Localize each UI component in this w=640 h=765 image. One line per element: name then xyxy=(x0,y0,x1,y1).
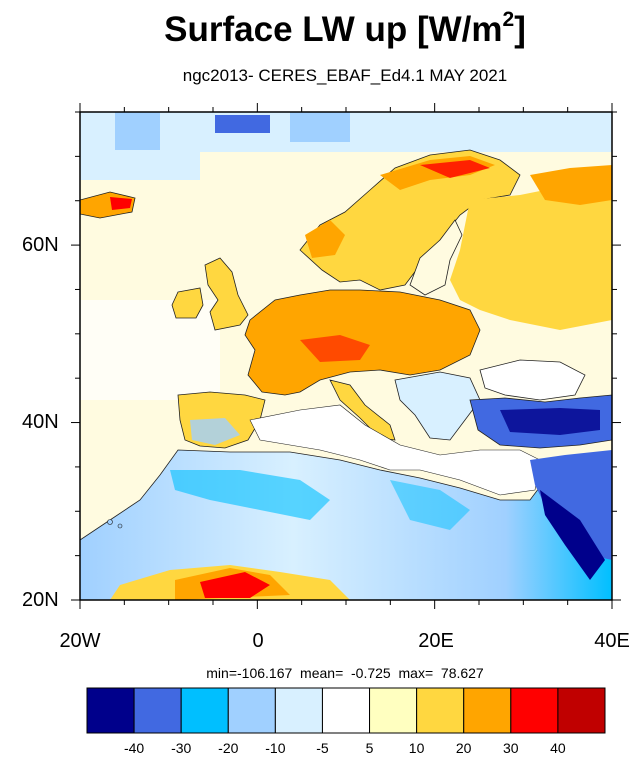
colorbar-label: 40 xyxy=(550,740,566,756)
title-close: ] xyxy=(514,10,526,49)
libya-cold xyxy=(390,480,470,530)
middle-east-cold xyxy=(530,450,612,560)
lat-label-40n: 40N xyxy=(22,411,59,433)
colorbar-box xyxy=(416,687,465,734)
colorbar-box xyxy=(133,687,182,734)
colorbar-label: -30 xyxy=(171,740,192,756)
lon-label-20w: 20W xyxy=(59,630,101,652)
colorbar-label: 5 xyxy=(365,740,374,756)
great-britain xyxy=(204,257,249,331)
colorbar-box xyxy=(227,687,276,734)
colorbar-boxes xyxy=(86,687,606,734)
lon-label-0: 0 xyxy=(252,630,264,652)
colorbar-label: -10 xyxy=(265,740,286,756)
black-sea xyxy=(479,359,586,401)
colorbar-box xyxy=(180,687,229,734)
canary-islands xyxy=(107,519,113,525)
anatolia-cold xyxy=(500,408,600,435)
scandinavia-hot xyxy=(420,160,490,178)
kola-warm xyxy=(530,165,612,205)
alps-warm xyxy=(300,335,370,362)
colorbar-label: 20 xyxy=(455,740,472,756)
colorbar-box xyxy=(557,687,606,734)
iberia-south-cold xyxy=(190,418,240,445)
map-field xyxy=(80,112,612,600)
colorbar-label: -5 xyxy=(316,740,329,756)
field-arctic-cold xyxy=(115,112,160,150)
atlas-cold xyxy=(170,470,330,520)
lon-label-20e: 20E xyxy=(418,630,454,652)
lat-label-60n: 60N xyxy=(22,234,59,256)
field-arctic-cold2 xyxy=(290,112,350,142)
colorbar-label: -40 xyxy=(123,740,145,756)
ireland xyxy=(171,287,204,319)
colorbar-box xyxy=(463,687,512,734)
colorbar-box xyxy=(86,687,135,734)
baltic-sea xyxy=(409,219,463,296)
colorbar-box xyxy=(274,687,323,734)
lat-label-20n: 20N xyxy=(22,589,59,611)
iceland-warm xyxy=(110,197,132,210)
red-sea-coldest xyxy=(540,490,605,580)
italy xyxy=(329,379,396,441)
title-text: Surface LW up [W/m xyxy=(164,10,503,49)
stats-line: min=-106.167 mean= -0.725 max= 78.627 xyxy=(206,665,484,681)
plot-subtitle: ngc2013- CERES_EBAF_Ed4.1 MAY 2021 xyxy=(182,66,508,85)
balkans xyxy=(394,371,481,441)
sahel-hot xyxy=(200,572,270,598)
canary-islands-2 xyxy=(117,523,123,529)
field-north-atlantic xyxy=(80,150,200,180)
colorbar-box xyxy=(510,687,559,734)
colorbar-label: 30 xyxy=(503,740,519,756)
colorbar-box xyxy=(321,687,371,734)
colorbar-label: 10 xyxy=(408,740,425,756)
plot-title: Surface LW up [W/m2] xyxy=(0,8,640,50)
mediterranean-sea xyxy=(249,404,541,496)
lon-label-40e: 40E xyxy=(594,630,630,652)
title-superscript: 2 xyxy=(502,8,515,31)
eastern-europe xyxy=(450,175,612,330)
colorbar-box xyxy=(369,687,418,734)
norway-south xyxy=(305,220,345,258)
field-arctic-coldest xyxy=(215,115,270,133)
colorbar-label: -20 xyxy=(218,740,239,756)
axis-ticks xyxy=(71,103,621,609)
